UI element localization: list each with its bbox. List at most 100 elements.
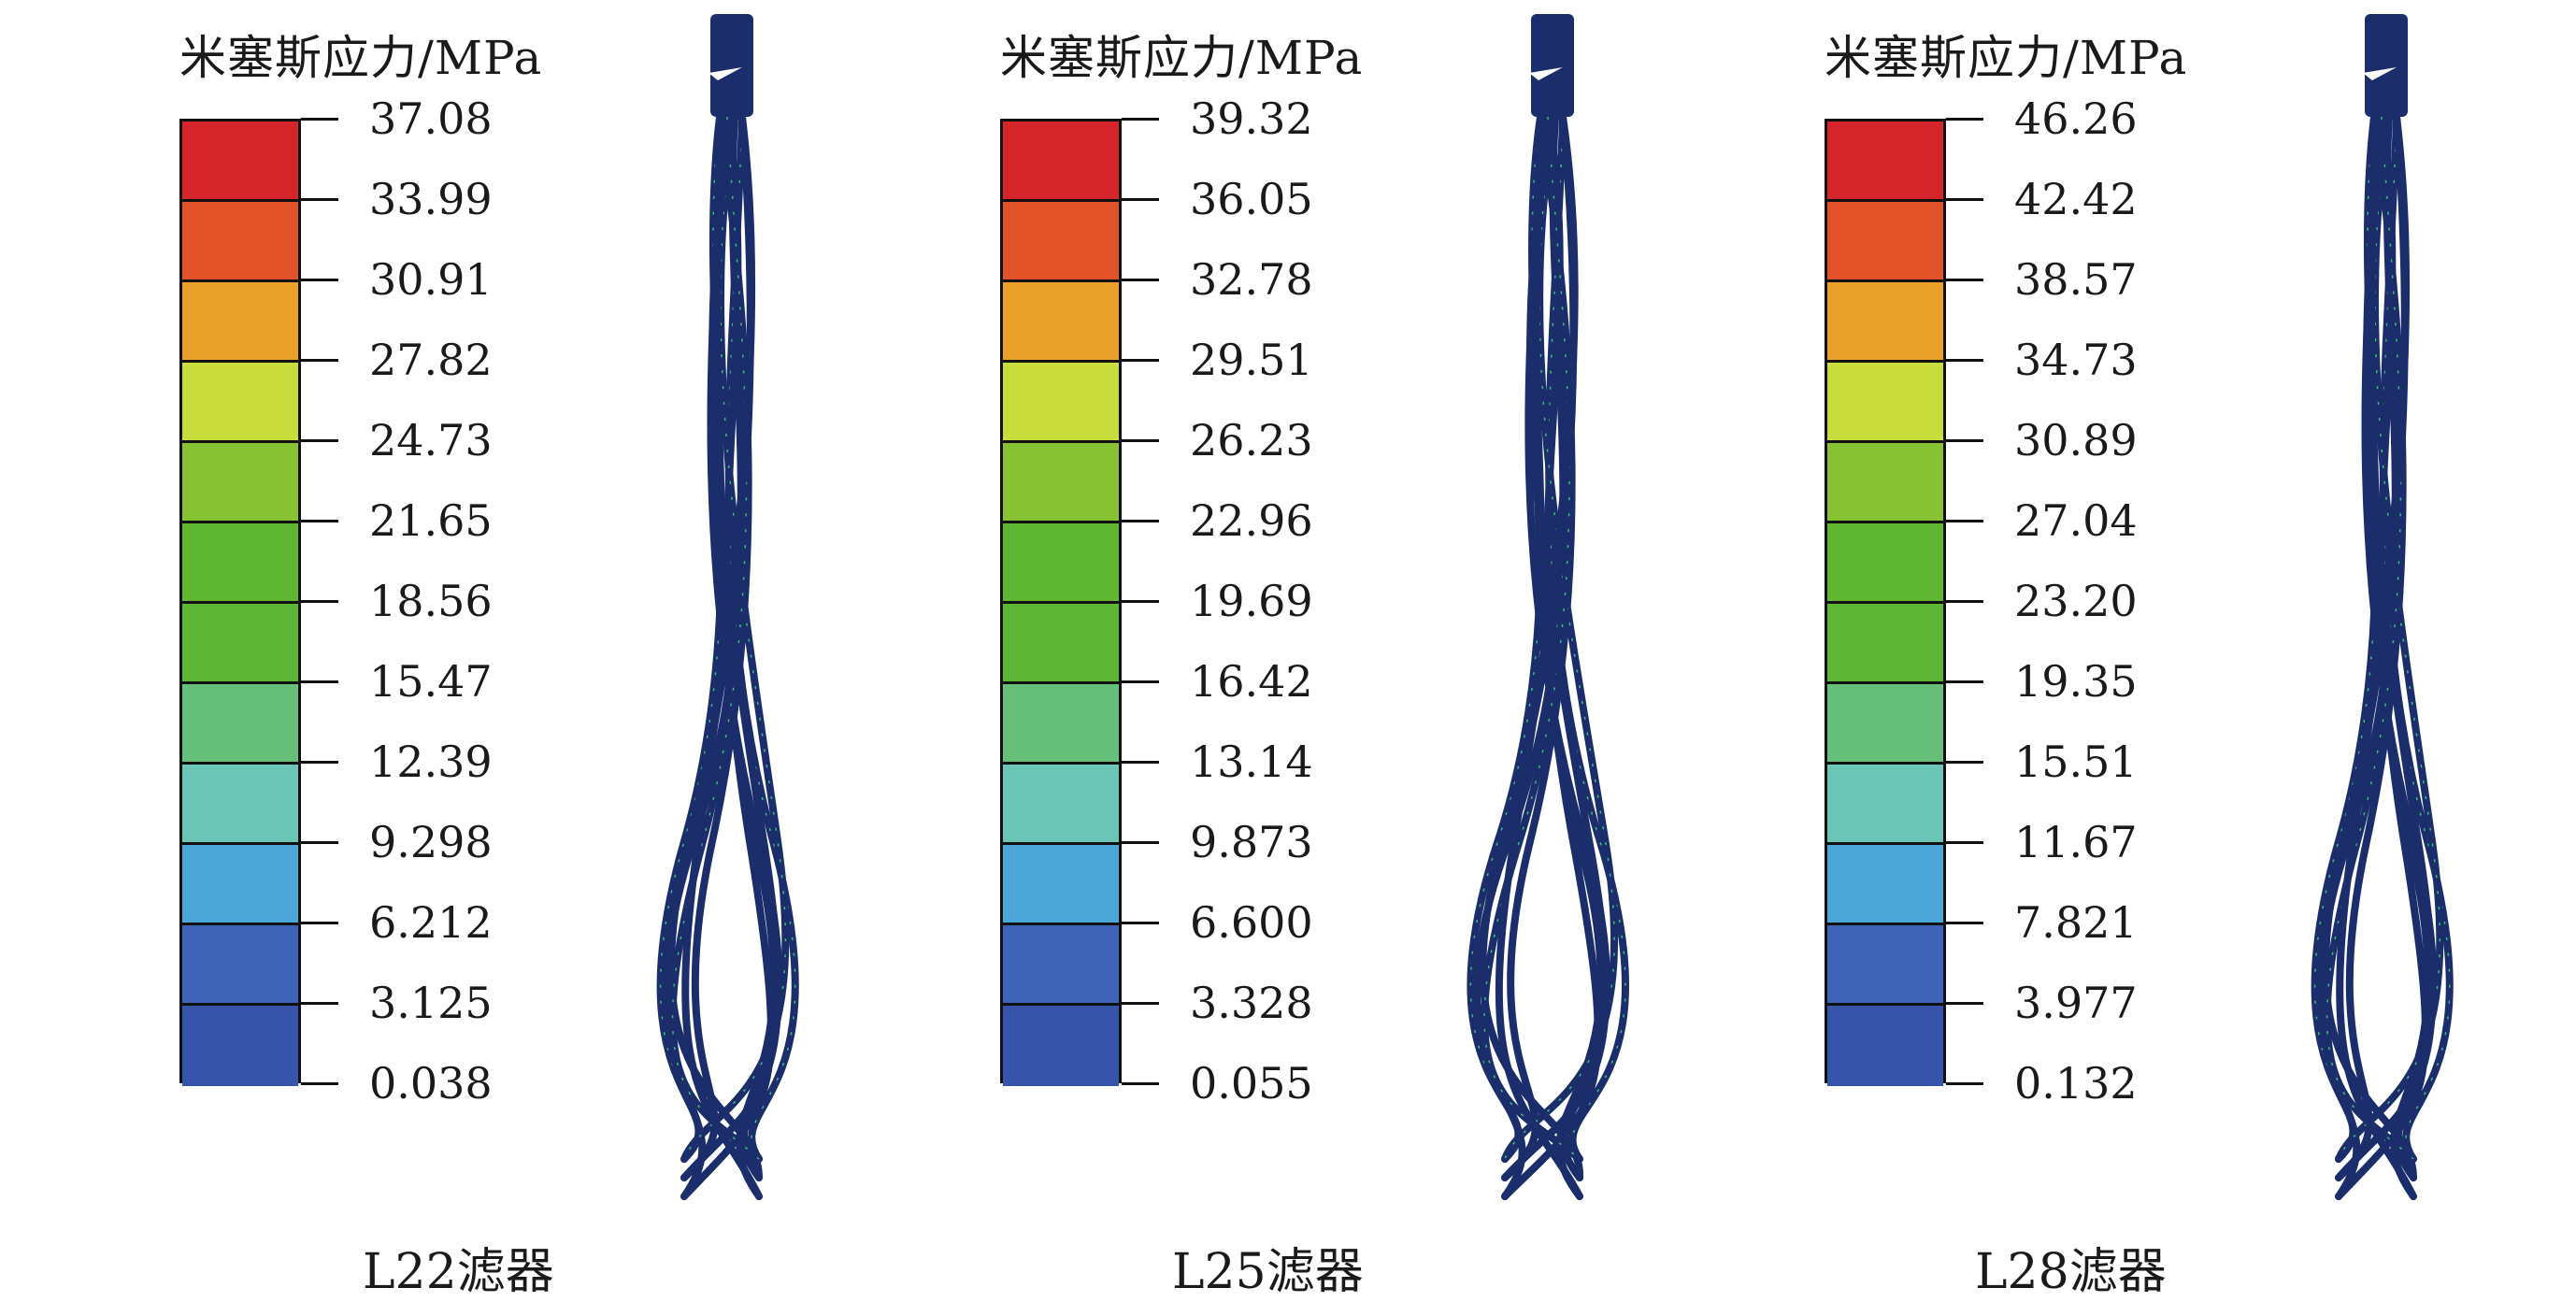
stent-filter-icon (1467, 14, 1629, 1200)
filter-hub-notch (1529, 67, 1563, 80)
tick-mark (301, 359, 338, 362)
tick-label: 23.20 (2014, 576, 2138, 626)
legend-title: 米塞斯应力/MPa (1825, 31, 2188, 85)
tick-mark (1122, 198, 1159, 201)
tick-label: 6.600 (1190, 897, 1313, 948)
color-band (1003, 523, 1119, 604)
tick-label: 15.47 (369, 656, 493, 707)
color-band (182, 684, 298, 765)
tick-mark (1122, 279, 1159, 281)
color-scale-bar (179, 119, 301, 1086)
tick-mark (1122, 761, 1159, 764)
tick-mark (301, 600, 338, 603)
filter-wire (2335, 113, 2437, 1181)
filter-wire (1501, 113, 1602, 1200)
filter-wire (2379, 113, 2454, 1163)
tick-mark (301, 1002, 338, 1005)
tick-label: 7.821 (2014, 897, 2138, 948)
filter-wire (680, 113, 782, 1181)
stent-filter-icon (2311, 14, 2454, 1200)
tick-label: 0.132 (2014, 1058, 2138, 1109)
filter-wire (724, 113, 799, 1163)
color-band (1827, 363, 1943, 443)
tick-label: 42.42 (2014, 174, 2138, 224)
color-band (182, 845, 298, 925)
tick-mark (301, 841, 338, 844)
color-band (1827, 523, 1943, 604)
tick-mark (1122, 841, 1159, 844)
panel-caption: L28滤器 (1975, 1244, 2167, 1300)
tick-mark (301, 439, 338, 442)
tick-label: 37.08 (369, 93, 493, 144)
tick-mark (1946, 359, 1983, 362)
tick-label: 30.91 (369, 254, 493, 305)
panel-caption: L25滤器 (1172, 1244, 1364, 1300)
tick-mark (301, 198, 338, 201)
color-band (1003, 122, 1119, 202)
filter-wire (1501, 113, 1610, 1181)
tick-label: 22.96 (1190, 495, 1313, 546)
panel-l25: 米塞斯应力/MPa 39.32 36.05 32.78 29.51 26.23 22.96… (821, 0, 1643, 1300)
tick-label: 39.32 (1190, 93, 1313, 144)
tick-label: 3.125 (369, 978, 493, 1028)
filter-hub-notch (2363, 67, 2397, 80)
tick-mark (1122, 520, 1159, 522)
color-band (1827, 443, 1943, 523)
tick-label: 3.328 (1190, 978, 1313, 1028)
filter-wire (2335, 113, 2429, 1200)
tick-label: 26.23 (1190, 415, 1313, 465)
filter-wire (1495, 113, 1583, 1200)
color-band (1827, 684, 1943, 765)
color-band (182, 604, 298, 684)
panel-l28: 米塞斯应力/MPa 46.26 42.42 38.57 34.73 30.89 27.04… (1645, 0, 2468, 1300)
tick-label: 3.977 (2014, 978, 2138, 1028)
color-band (1827, 282, 1943, 363)
color-band (1827, 122, 1943, 202)
tick-label: 34.73 (2014, 335, 2138, 385)
tick-mark (1946, 600, 1983, 603)
color-band (1827, 1006, 1943, 1086)
color-band (1003, 443, 1119, 523)
tick-label: 11.67 (2014, 817, 2138, 867)
color-band (1003, 845, 1119, 925)
tick-mark (1946, 439, 1983, 442)
color-band (1827, 604, 1943, 684)
color-band (1003, 925, 1119, 1006)
tick-label: 13.14 (1190, 737, 1313, 787)
color-scale-bar (1825, 119, 1946, 1086)
tick-mark (1946, 922, 1983, 924)
tick-mark (301, 922, 338, 924)
tick-mark (301, 1082, 338, 1085)
tick-label: 12.39 (369, 737, 493, 787)
tick-mark (1122, 922, 1159, 924)
filter-hub-notch (708, 67, 742, 80)
tick-label: 19.69 (1190, 576, 1313, 626)
tick-mark (1946, 841, 1983, 844)
tick-label: 24.73 (369, 415, 493, 465)
tick-label: 30.89 (2014, 415, 2138, 465)
color-band (1827, 925, 1943, 1006)
color-band (1003, 684, 1119, 765)
color-band (182, 443, 298, 523)
color-band (1003, 363, 1119, 443)
tick-label: 29.51 (1190, 335, 1313, 385)
tick-mark (1122, 439, 1159, 442)
filter-wire (681, 113, 763, 1200)
tick-label: 19.35 (2014, 656, 2138, 707)
stent-filter-icon (656, 14, 799, 1200)
tick-mark (1946, 761, 1983, 764)
tick-mark (1122, 600, 1159, 603)
tick-mark (1946, 680, 1983, 683)
tick-label: 33.99 (369, 174, 493, 224)
color-band (182, 925, 298, 1006)
tick-label: 27.82 (369, 335, 493, 385)
filter-stress-highlight (1548, 116, 1626, 1160)
tick-mark (1946, 198, 1983, 201)
tick-mark (1946, 520, 1983, 522)
tick-label: 32.78 (1190, 254, 1313, 305)
tick-label: 9.873 (1190, 817, 1313, 867)
tick-mark (1946, 1082, 1983, 1085)
legend-title: 米塞斯应力/MPa (1000, 31, 1364, 85)
color-band (1827, 202, 1943, 282)
color-band (1827, 845, 1943, 925)
